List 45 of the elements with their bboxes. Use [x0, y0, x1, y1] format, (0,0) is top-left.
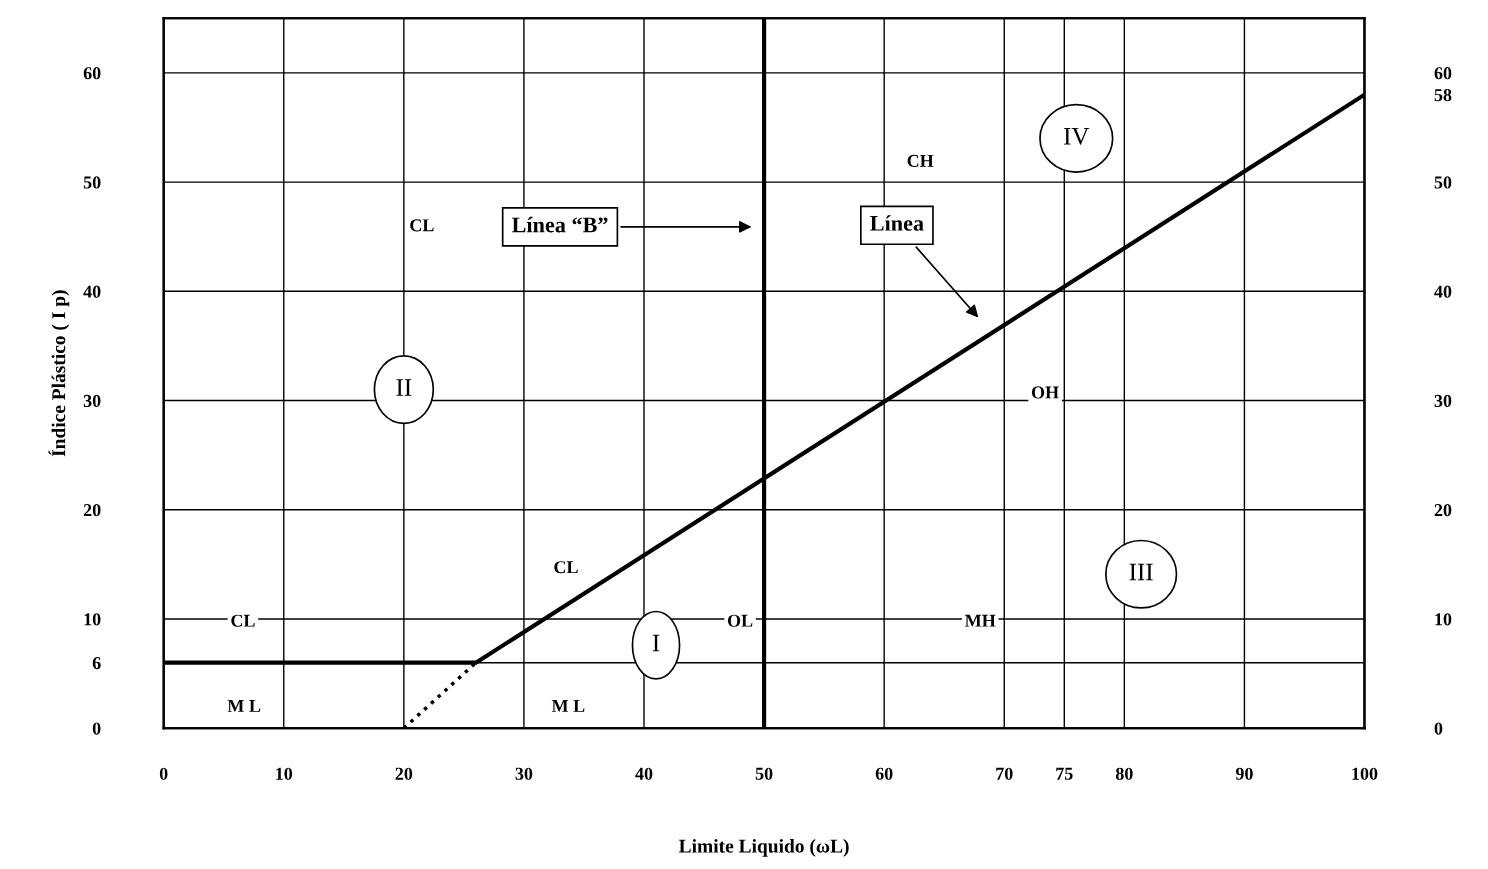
y-tick-label: 60	[83, 67, 101, 80]
y2-tick-label: 50	[1434, 176, 1452, 189]
y-tick-label: 10	[84, 613, 101, 626]
y2-tick-label: 58	[1434, 88, 1452, 102]
y-tick-label: 30	[83, 394, 101, 407]
annotation: OL	[727, 614, 753, 627]
y-tick-label: 0	[92, 722, 101, 735]
y-tick-label: 50	[83, 176, 101, 189]
x-tick-label: 40	[635, 767, 653, 780]
x-tick-label: 30	[515, 767, 533, 780]
x-tick-label: 80	[1115, 767, 1133, 780]
annotation: CL	[410, 219, 434, 232]
x-tick-label: 50	[755, 767, 773, 780]
x-tick-label: 10	[276, 767, 293, 780]
annotation: II	[396, 379, 412, 396]
y2-tick-label: 10	[1435, 613, 1452, 626]
y2-tick-label: 0	[1434, 722, 1443, 735]
y2-tick-label: 40	[1434, 285, 1452, 298]
x-tick-label: 75	[1056, 767, 1073, 780]
y-tick-label: 6	[92, 656, 101, 670]
x-tick-label: 0	[159, 767, 168, 780]
y2-tick-label: 20	[1434, 504, 1452, 517]
x-axis-title: Limite Liquido (ωL)	[678, 839, 849, 857]
annotation: OH	[1031, 386, 1059, 399]
x-tick-label: 90	[1235, 767, 1253, 780]
x-tick-label: 100	[1352, 767, 1378, 780]
x-tick-label: 60	[875, 767, 893, 780]
annotation: CL	[231, 614, 255, 627]
annotation: I	[652, 634, 660, 652]
annotation: M L	[227, 699, 261, 712]
annotation: MH	[965, 614, 996, 627]
annotation: Línea	[870, 215, 924, 231]
x-tick-label: 20	[395, 767, 413, 780]
y-axis-title: Índice Plástico ( I p)	[48, 290, 70, 457]
annotation: IV	[1064, 128, 1090, 145]
annotation: Línea “B”	[511, 216, 608, 233]
annotation: III	[1129, 563, 1153, 581]
annotation: CH	[907, 154, 934, 167]
annotation: CL	[554, 561, 578, 574]
y2-tick-label: 60	[1434, 67, 1452, 80]
x-tick-label: 70	[996, 767, 1013, 780]
annotation: M L	[551, 699, 585, 712]
y2-tick-label: 30	[1434, 394, 1452, 407]
y-tick-label: 20	[83, 504, 101, 517]
y-tick-label: 40	[83, 285, 101, 298]
